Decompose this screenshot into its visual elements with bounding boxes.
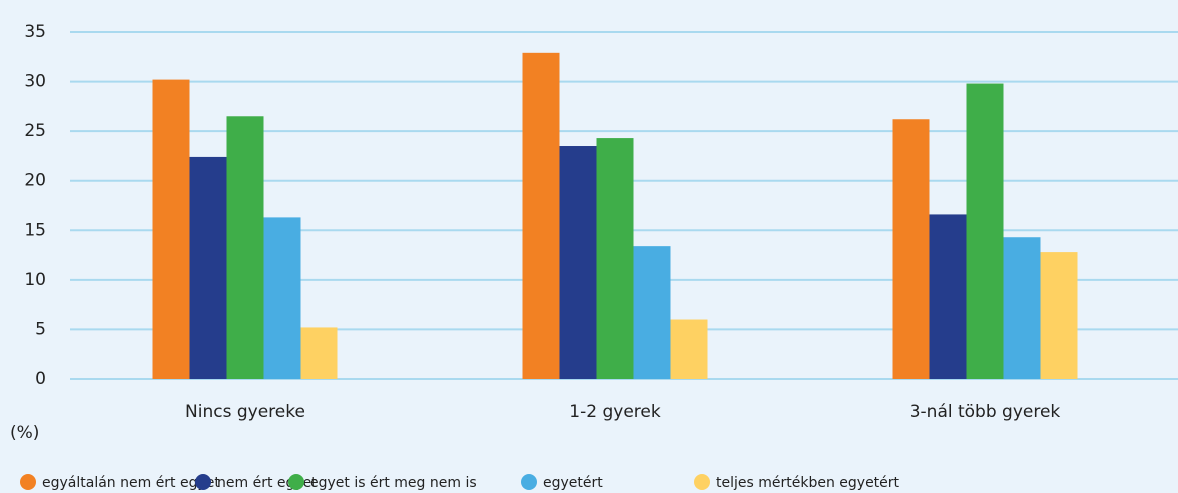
bar — [300, 327, 338, 379]
legend-label: egyáltalán nem ért egyet — [42, 475, 220, 491]
y-tick-label: 0 — [35, 369, 46, 389]
y-tick-label: 10 — [24, 270, 46, 290]
legend-label: egyet is ért meg nem is — [310, 475, 477, 491]
bar — [1040, 252, 1078, 379]
y-tick-label: 30 — [24, 72, 46, 92]
y-tick-label: 20 — [24, 171, 46, 191]
x-tick-label: 3-nál több gyerek — [910, 402, 1061, 422]
bar — [596, 138, 634, 379]
x-tick-label: Nincs gyereke — [185, 402, 305, 422]
y-tick-label: 35 — [24, 22, 46, 42]
legend-label: egyetért — [543, 475, 603, 491]
legend-marker — [288, 474, 304, 490]
legend-marker — [195, 474, 211, 490]
bar — [633, 246, 671, 379]
y-tick-label: 5 — [35, 319, 46, 339]
bar — [670, 319, 708, 379]
bar — [152, 79, 190, 380]
bar — [522, 52, 560, 379]
bar — [929, 214, 967, 379]
legend-marker — [694, 474, 710, 490]
bar — [966, 83, 1004, 379]
y-axis-label: (%) — [10, 423, 39, 443]
legend-label: teljes mértékben egyetért — [716, 475, 900, 491]
x-tick-label: 1-2 gyerek — [569, 402, 661, 422]
bar — [559, 146, 597, 379]
bar — [226, 116, 264, 380]
bar — [892, 119, 930, 379]
bar — [263, 217, 301, 379]
y-tick-label: 15 — [24, 220, 46, 240]
legend-marker — [521, 474, 537, 490]
y-tick-label: 25 — [24, 121, 46, 141]
legend-marker — [20, 474, 36, 490]
bar — [189, 156, 227, 379]
bar — [1003, 237, 1041, 379]
